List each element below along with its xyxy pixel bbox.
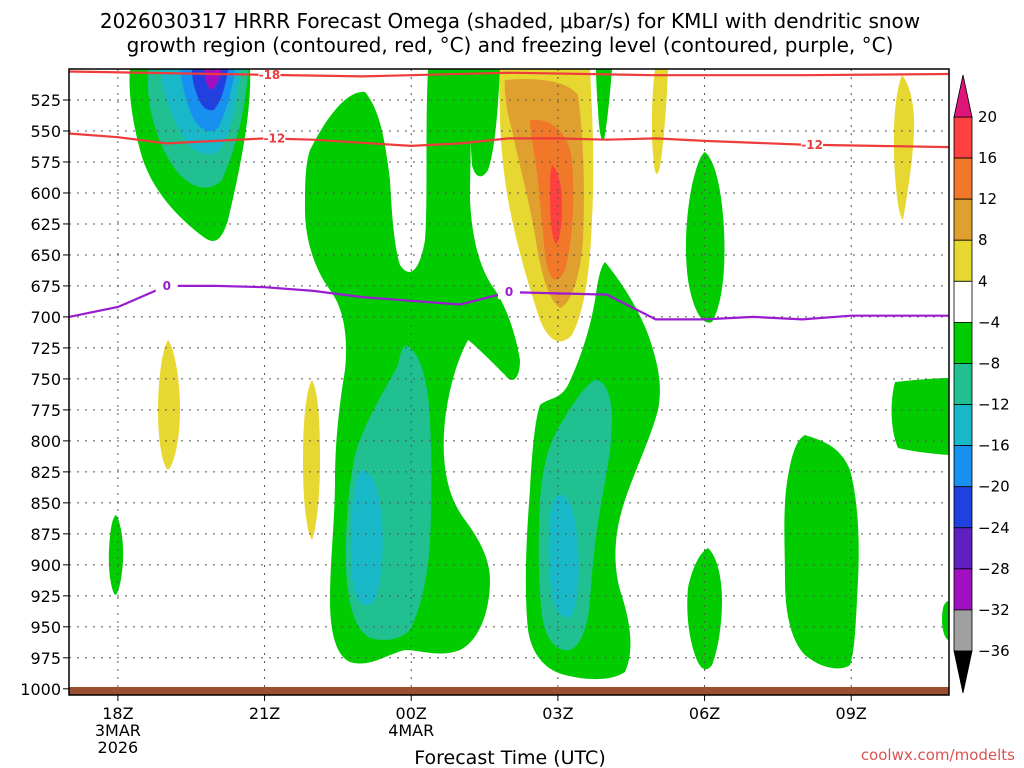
colorbar-label: 4 xyxy=(978,272,988,290)
omega-region-pos4-left-center xyxy=(303,380,320,540)
chart-title-line1: 2026030317 HRRR Forecast Omega (shaded, … xyxy=(100,9,920,33)
y-tick-label: 900 xyxy=(30,556,61,575)
x-tick-label: 06Z xyxy=(689,704,720,723)
colorbar-label: −36 xyxy=(978,642,1010,660)
colorbar-bin xyxy=(953,568,973,611)
dgz-minus12-contour-label-bg xyxy=(263,131,286,146)
colorbar-label: 12 xyxy=(978,190,997,208)
omega-region-neg12-central xyxy=(350,470,383,606)
colorbar-top-arrow xyxy=(953,74,973,118)
dgz-minus18-contour-label-bg xyxy=(258,67,281,82)
x-tick-label: 00Z xyxy=(396,704,427,723)
y-tick-label: 700 xyxy=(30,308,61,327)
colorbar-label: −24 xyxy=(978,519,1010,537)
colorbar-bin xyxy=(953,363,973,405)
freezing-level-contour xyxy=(68,284,949,321)
y-tick-label: 825 xyxy=(30,463,61,482)
colorbar-label: 8 xyxy=(978,231,988,249)
y-tick-label: 875 xyxy=(30,525,61,544)
freezing-level-contour-label: 0 xyxy=(505,285,513,299)
colorbar-bin xyxy=(953,609,973,652)
y-tick-label: 975 xyxy=(30,649,61,668)
freezing-level-contour-label-bg xyxy=(498,285,520,300)
omega-region-neg4-right-narrow xyxy=(685,152,725,323)
omega-region-neg12-right-center xyxy=(548,495,579,618)
y-tick-label: 650 xyxy=(30,246,61,265)
y-tick-label: 925 xyxy=(30,587,61,606)
omega-region-pos4-upper-right xyxy=(651,69,668,175)
colorbar-label: −8 xyxy=(978,354,1000,372)
colorbar-bin xyxy=(953,445,973,488)
y-tick-label: 1000 xyxy=(20,680,61,699)
temperature-contours: -18 -12 -12 0 0 xyxy=(68,67,950,321)
omega-region-neg4-upper-center xyxy=(470,69,500,177)
colorbar-bin xyxy=(953,321,973,364)
colorbar-bin xyxy=(953,404,973,447)
omega-region-neg4-far-right-box xyxy=(891,378,949,455)
colorbar-label: −28 xyxy=(978,560,1010,578)
x-tick-label: 03Z xyxy=(542,704,573,723)
y-tick-label: 775 xyxy=(30,401,61,420)
colorbar-bin xyxy=(953,280,973,323)
dgz-minus18-contour xyxy=(68,70,950,78)
colorbar-label: −32 xyxy=(978,601,1010,619)
x-tick-date: 3MAR xyxy=(95,721,141,740)
chart-title-line2: growth region (contoured, red, °C) and f… xyxy=(127,33,894,57)
colorbar-bin xyxy=(953,116,973,159)
colorbar: 20 16 12 8 4 −4 −8 −12 −16 −20 −24 −28 −32 −36 xyxy=(953,74,1010,694)
colorbar-label: −16 xyxy=(978,437,1010,455)
colorbar-bin xyxy=(953,157,973,200)
dgz-minus12-contour xyxy=(68,132,950,149)
x-axis-title: Forecast Time (UTC) xyxy=(414,747,605,768)
omega-region-pos4-far-right xyxy=(893,75,915,220)
omega-region-pos4-left xyxy=(158,340,180,470)
omega-region-neg4-right-lower xyxy=(784,435,859,669)
y-tick-label: 800 xyxy=(30,432,61,451)
y-tick-label: 550 xyxy=(30,122,61,141)
dgz-minus12-contour-label: -12 xyxy=(263,132,285,146)
surface-terrain xyxy=(69,687,949,695)
y-tick-label: 575 xyxy=(30,153,61,172)
omega-shading xyxy=(108,69,949,680)
colorbar-bottom-arrow xyxy=(953,650,973,694)
omega-region-neg4-right-small-lower xyxy=(687,548,722,670)
dgz-minus12-contour-label: -12 xyxy=(801,138,823,152)
freezing-level-contour-label: 0 xyxy=(163,279,171,293)
colorbar-label: 16 xyxy=(978,149,997,167)
x-tick-date: 4MAR xyxy=(388,721,434,740)
y-tick-label: 950 xyxy=(30,618,61,637)
colorbar-bin xyxy=(953,486,973,529)
y-tick-label: 525 xyxy=(30,91,61,110)
colorbar-label: −4 xyxy=(978,313,1000,331)
x-tick-label: 18Z xyxy=(102,704,133,723)
x-tick-label: 21Z xyxy=(249,704,280,723)
colorbar-bin xyxy=(953,239,973,282)
x-tick-label: 09Z xyxy=(836,704,867,723)
y-axis-ticks: 525 550 575 600 625 650 675 700 725 750 775 800 825 8… xyxy=(20,91,69,699)
colorbar-label: −20 xyxy=(978,478,1010,496)
colorbar-label: 20 xyxy=(978,108,997,126)
colorbar-bin xyxy=(953,198,973,241)
freezing-level-contour-label-bg xyxy=(155,278,178,293)
credit-text: coolwx.com/modelts xyxy=(861,746,1015,764)
omega-region-neg4-upper-right-strip xyxy=(596,69,612,141)
colorbar-bin xyxy=(953,527,973,570)
y-tick-label: 725 xyxy=(30,339,61,358)
dgz-minus12-contour-label-bg xyxy=(801,137,824,152)
y-tick-label: 750 xyxy=(30,370,61,389)
omega-region-neg4-far-right-edge xyxy=(942,601,949,640)
omega-region-neg20-top-left xyxy=(192,69,228,111)
x-tick-year: 2026 xyxy=(98,738,139,757)
y-tick-label: 850 xyxy=(30,494,61,513)
plot-frame xyxy=(68,68,950,696)
colorbar-label: −12 xyxy=(978,396,1010,414)
y-tick-label: 675 xyxy=(30,277,61,296)
y-tick-label: 600 xyxy=(30,184,61,203)
dgz-minus18-contour-label: -18 xyxy=(259,68,281,82)
y-tick-label: 625 xyxy=(30,215,61,234)
omega-region-neg4-left-small xyxy=(108,515,124,595)
